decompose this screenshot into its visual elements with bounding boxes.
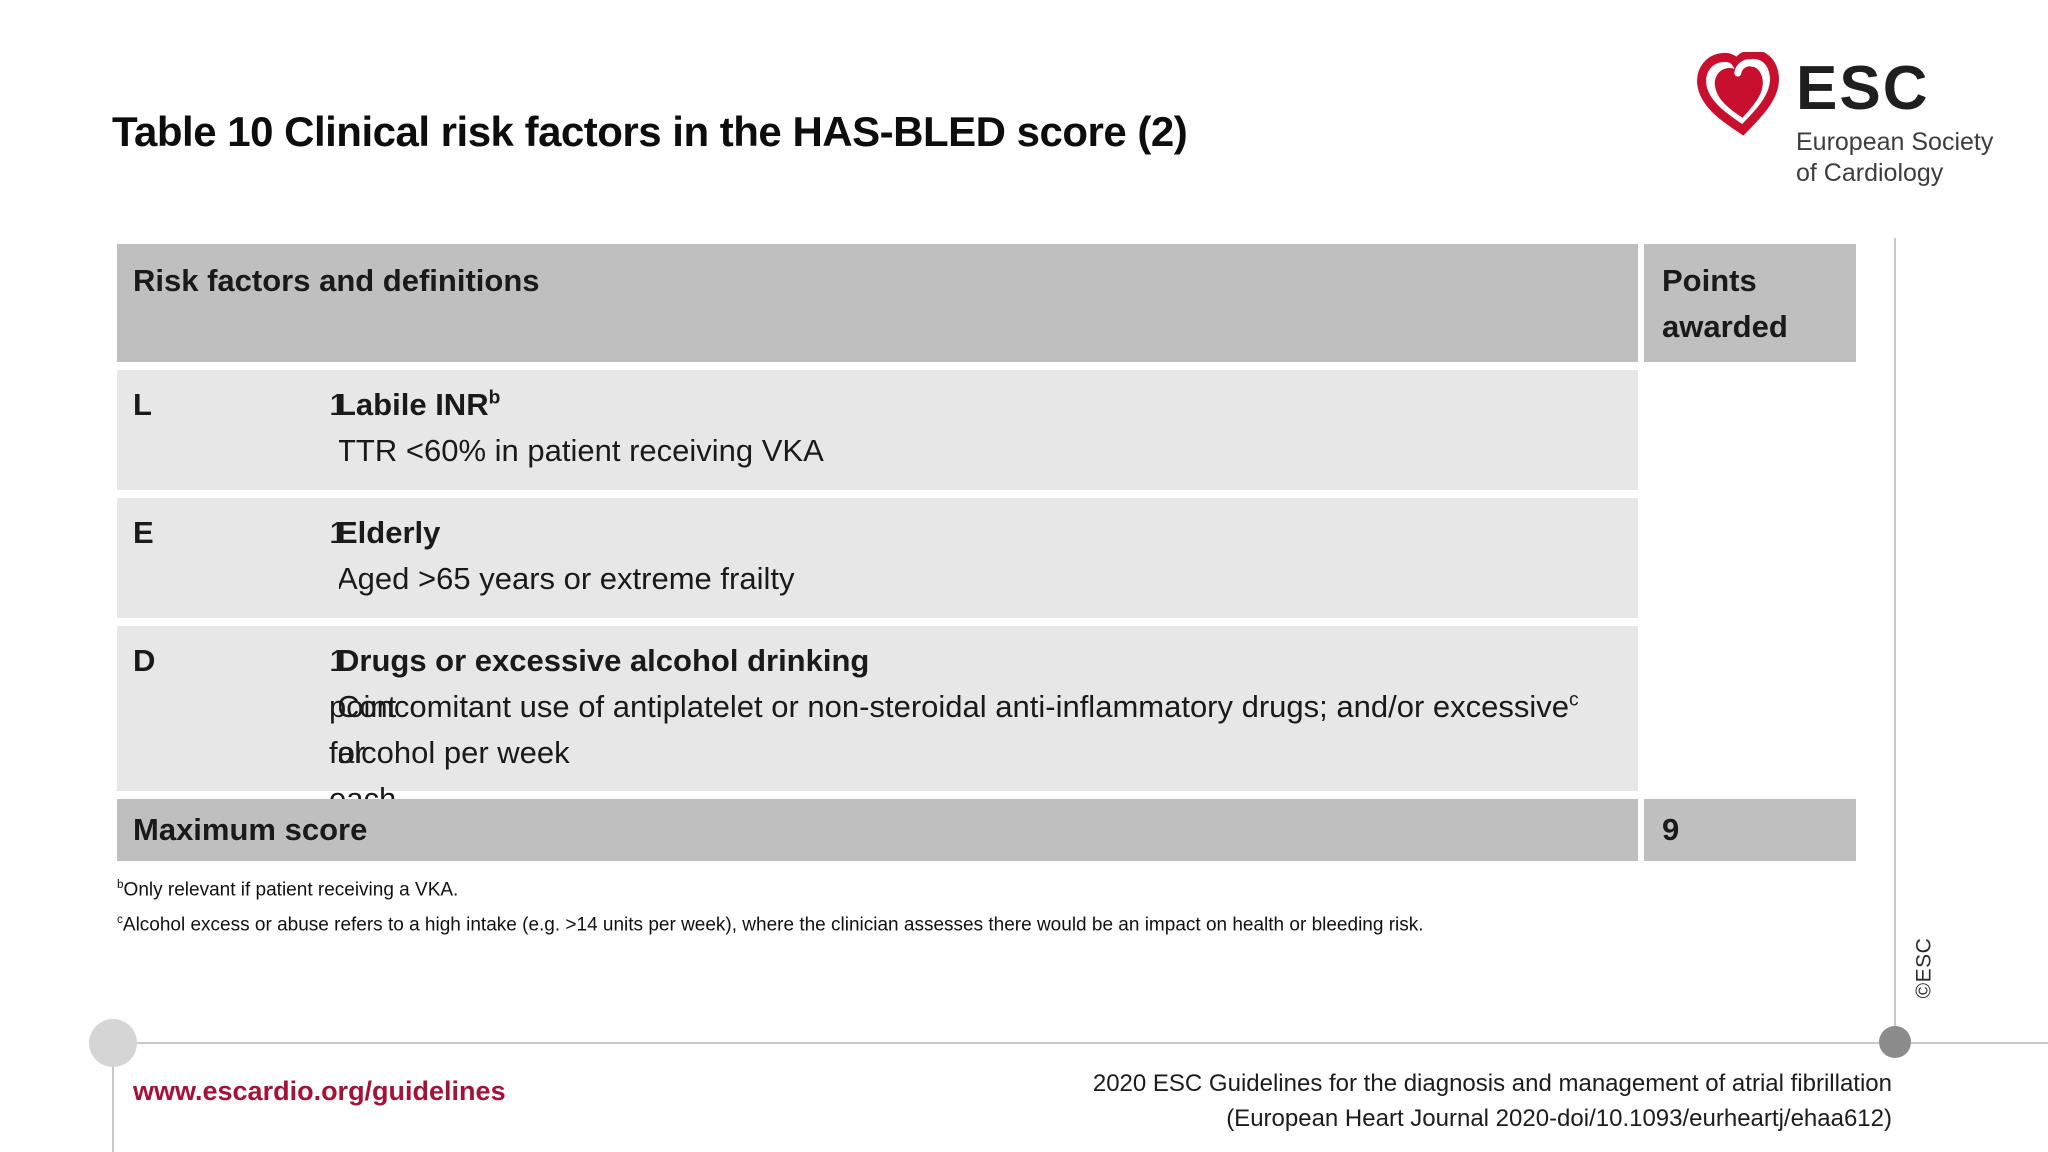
table-row-letter-L: L [117,370,311,490]
table-row-letter-D: D [117,626,311,791]
footer-right-dot [1879,1026,1911,1058]
right-vertical-divider [1894,238,1896,1041]
footnotes: bOnly relevant if patient receiving a VK… [117,870,1424,941]
footnote-b-text: Only relevant if patient receiving a VKA… [123,879,459,901]
table-row-points-L: 1 [311,370,346,490]
max-score-label: Maximum score [133,812,368,847]
row-letter: E [133,515,154,550]
footnote-b-sup: b [117,878,124,891]
table-row-points-D: 1 point for each [311,626,396,816]
row-letter: D [133,643,156,678]
superscript-b: b [488,387,501,409]
copyright-esc-text: ©ESC [1912,937,1935,999]
has-bled-table: Risk factors and definitions Points awar… [117,244,1862,861]
table-row-definition-L: Labile INRb TTR <60% in patient receivin… [323,370,1638,490]
footnote-c-text: Alcohol excess or abuse refers to a high… [122,914,1424,936]
table-max-score-row: Maximum score [117,799,1638,861]
table-max-score-points: 9 [1644,799,1856,861]
row-points-value: 1 [329,387,347,422]
row-letter: L [133,387,152,422]
table-header-points-label: Points awarded [1662,263,1788,344]
escardio-guidelines-link[interactable]: www.escardio.org/guidelines [133,1076,506,1106]
copyright-esc: ©ESC [1893,928,1955,1008]
esc-logo: ESC European Society of Cardiology [1696,52,1993,189]
table-header-points: Points awarded [1644,244,1856,362]
footer-left-vertical-rule [112,1043,114,1152]
table-header-risk-factors: Risk factors and definitions [117,244,1638,362]
table-row-points-E: 1 [311,498,346,618]
table-row-definition-D: Drugs or excessive alcohol drinking Conc… [323,626,1638,791]
page-title: Table 10 Clinical risk factors in the HA… [112,108,1188,156]
row-term: Drugs or excessive alcohol drinking [337,643,870,678]
footnote-b: bOnly relevant if patient receiving a VK… [117,870,1424,905]
table-header-risk-factors-label: Risk factors and definitions [133,263,540,298]
superscript-c: c [1569,689,1579,711]
esc-heart-icon [1697,52,1779,136]
footer-left-dot [89,1019,137,1067]
row-definition-text: TTR <60% in patient receiving VKA [337,432,824,468]
citation: 2020 ESC Guidelines for the diagnosis an… [1093,1066,1892,1136]
row-definition-text: Aged >65 years or extreme frailty [337,560,795,596]
row-term: Elderly [337,515,441,550]
table-row-definition-E: Elderly Aged >65 years or extreme frailt… [323,498,1638,618]
table-row-letter-E: E [117,498,311,618]
footer-horizontal-rule [113,1042,2048,1044]
esc-logo-name: European Society of Cardiology [1796,127,1993,190]
max-score-value: 9 [1662,812,1680,847]
footnote-c: cAlcohol excess or abuse refers to a hig… [117,905,1424,940]
row-points-value: 1 [329,515,347,550]
citation-line1: 2020 ESC Guidelines for the diagnosis an… [1092,1070,1892,1097]
esc-logo-name-line1: European Society [1796,127,1994,156]
footnote-c-sup: c [117,913,123,927]
esc-logo-text: ESC European Society of Cardiology [1796,54,1993,190]
citation-line2: (European Heart Journal 2020-doi/10.1093… [1226,1105,1892,1132]
row-definition-text: Concomitant use of antiplatelet or non-s… [337,688,1579,770]
esc-logo-acronym: ESC [1796,54,1930,123]
row-term: Labile INRb [337,387,501,422]
esc-logo-name-line2: of Cardiology [1796,159,1944,188]
